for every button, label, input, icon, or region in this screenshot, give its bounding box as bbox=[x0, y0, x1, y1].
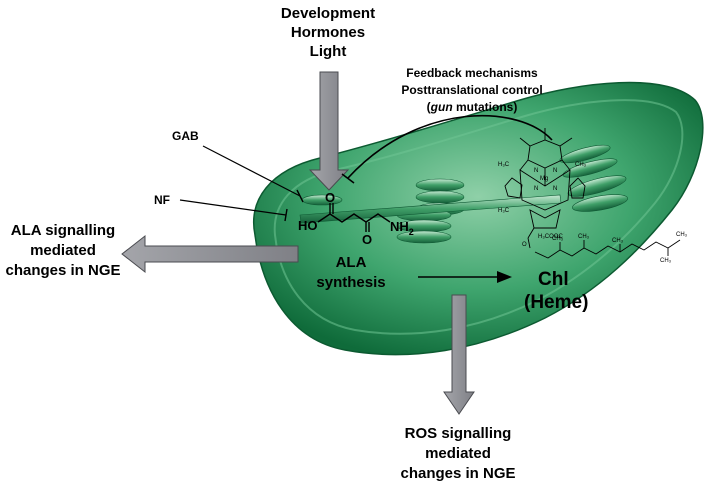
ros-signalling-label: ROS signalling mediated changes in NGE bbox=[400, 425, 515, 482]
product-label: Chl (Heme) bbox=[524, 269, 588, 313]
signals-label: Development Hormones Light bbox=[281, 5, 375, 60]
chl-h3c-label: H₃C bbox=[498, 162, 510, 168]
down-arrow-icon bbox=[308, 71, 350, 191]
nf-label: NF bbox=[154, 193, 170, 207]
ros-signalling-line3: changes in NGE bbox=[400, 465, 515, 482]
chl-ch3-label: CH₃ bbox=[660, 258, 672, 264]
ros-signalling-arrow bbox=[443, 294, 475, 415]
ala-signalling-line1: ALA signalling bbox=[11, 222, 115, 239]
chl-ch3-label: CH₃ bbox=[552, 236, 564, 242]
ala-molecule: HO O O NH2 bbox=[298, 190, 414, 247]
chl-o-label: O bbox=[522, 242, 527, 248]
chloroplast-inner-envelope bbox=[273, 99, 684, 335]
conversion-arrow bbox=[418, 271, 512, 283]
ala-synthesis-line2: synthesis bbox=[316, 274, 385, 291]
ala-ho-label: HO bbox=[298, 218, 318, 233]
ala-synthesis-label: ALA synthesis bbox=[316, 254, 385, 291]
chl-h3c-label: H₃C bbox=[498, 208, 510, 214]
signal-hormones: Hormones bbox=[291, 24, 365, 41]
ala-signalling-arrow bbox=[121, 234, 299, 274]
ala-o-label: O bbox=[325, 190, 335, 205]
chlorophyll-labels: Mg N N N N H₃C H₃C CH₃ H₃COOC O CH₃ CH₃ … bbox=[498, 162, 688, 264]
signal-light: Light bbox=[310, 43, 347, 60]
chl-ch3-label: CH₃ bbox=[612, 238, 624, 244]
signal-development: Development bbox=[281, 5, 375, 22]
ros-signalling-line1: ROS signalling bbox=[405, 425, 512, 442]
block-arrow-icon bbox=[443, 294, 475, 415]
chl-ester-label: H₃COOC bbox=[538, 234, 563, 240]
feedback-arc bbox=[341, 114, 553, 184]
product-chl: Chl bbox=[538, 269, 569, 290]
ros-signalling-line2: mediated bbox=[425, 445, 491, 462]
ala-nh2-label: NH2 bbox=[390, 219, 414, 237]
product-heme: (Heme) bbox=[524, 292, 588, 313]
ala-synthesis-line1: ALA bbox=[336, 254, 367, 271]
signal-down-arrow bbox=[308, 71, 350, 191]
feedback-line1: Feedback mechanisms bbox=[406, 66, 538, 80]
chl-ch3-label: CH₃ bbox=[575, 162, 587, 168]
chl-ch3-label: CH₃ bbox=[578, 234, 590, 240]
gab-label: GAB bbox=[172, 129, 199, 143]
ala-signalling-line3: changes in NGE bbox=[5, 262, 120, 279]
gab-inhibition-line bbox=[202, 145, 304, 203]
feedback-label: Feedback mechanisms Posttranslational co… bbox=[401, 66, 542, 114]
chl-n-label: N bbox=[534, 186, 538, 192]
feedback-line2: Posttranslational control bbox=[401, 83, 542, 97]
ala-signalling-label: ALA signalling mediated changes in NGE bbox=[5, 222, 120, 279]
ala-signalling-line2: mediated bbox=[30, 242, 96, 259]
block-arrow-icon bbox=[121, 234, 299, 274]
feedback-line3: (gun mutations) bbox=[427, 100, 518, 114]
chl-ch3-label: CH₃ bbox=[676, 232, 688, 238]
chlorophyll-structure bbox=[504, 128, 681, 259]
chl-n-label: N bbox=[534, 168, 538, 174]
ala-o-label: O bbox=[362, 232, 372, 247]
chl-mg-label: Mg bbox=[540, 176, 548, 182]
nf-inhibition-line bbox=[179, 199, 288, 222]
chl-n-label: N bbox=[553, 186, 557, 192]
granum-4 bbox=[301, 194, 343, 206]
chl-n-label: N bbox=[553, 168, 557, 174]
